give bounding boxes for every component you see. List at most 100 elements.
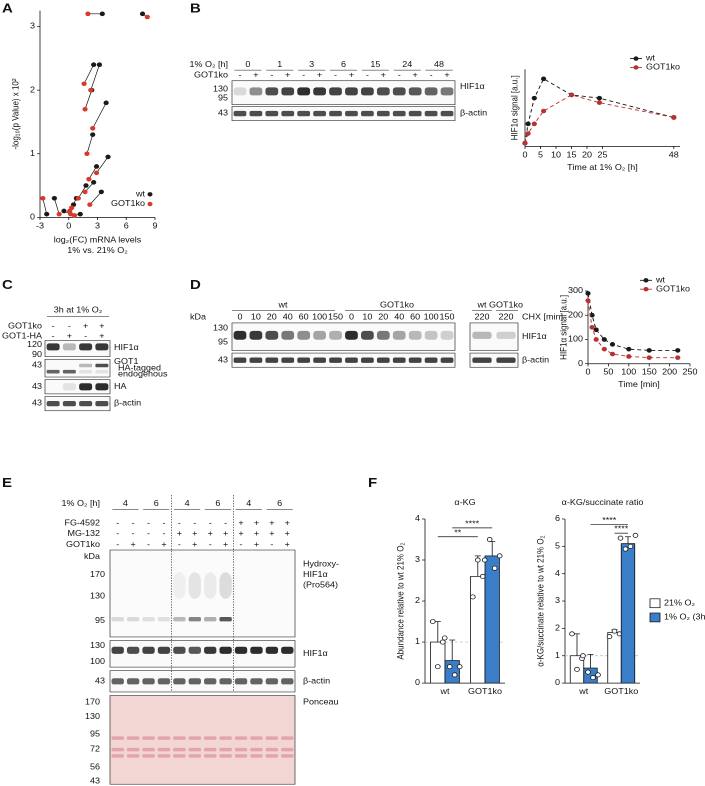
band — [111, 678, 124, 685]
data-point — [580, 653, 586, 659]
x-tick-label: 100 — [621, 367, 636, 376]
row-label: GOT1ko — [194, 70, 228, 79]
band — [408, 357, 422, 363]
point — [585, 298, 591, 303]
sign: - — [162, 529, 165, 538]
mw-label: 56 — [90, 762, 100, 771]
time-label: 6 — [154, 498, 159, 507]
mw-label: 90 — [32, 349, 42, 358]
group-label: GOT1ko — [380, 300, 414, 309]
significance-label: **** — [465, 519, 480, 528]
protein-label: HIF1α — [460, 82, 485, 91]
band — [219, 646, 232, 654]
band — [265, 357, 279, 363]
band — [440, 357, 454, 363]
mw-label: 72 — [90, 744, 100, 753]
time-label: 0 — [245, 59, 250, 68]
x-tick-label: 6 — [124, 221, 129, 230]
data-point — [595, 672, 601, 678]
time-label: 20 — [378, 312, 388, 321]
band — [265, 736, 279, 740]
point — [522, 140, 528, 146]
band — [281, 357, 295, 363]
data-point — [479, 573, 486, 579]
blot — [44, 379, 111, 395]
point — [85, 11, 91, 17]
band — [204, 747, 217, 752]
band — [361, 110, 374, 117]
sign: - — [178, 539, 181, 548]
data-point — [574, 666, 580, 672]
legend-marker — [633, 65, 639, 70]
sign: + — [413, 70, 418, 79]
band — [281, 747, 294, 752]
bar — [620, 543, 636, 684]
band — [408, 330, 422, 340]
band — [250, 736, 263, 740]
point — [139, 11, 146, 17]
data-point — [590, 675, 596, 681]
band — [329, 330, 342, 340]
band — [188, 572, 201, 599]
time-label: 6 — [341, 59, 346, 68]
band — [234, 678, 248, 685]
pair-line — [96, 156, 109, 173]
band — [46, 400, 60, 407]
point — [626, 354, 632, 359]
x-tick-label: 0 — [585, 367, 590, 376]
band — [188, 754, 201, 758]
x-tick-label: 5 — [538, 150, 543, 159]
band — [62, 383, 76, 391]
band — [233, 357, 247, 363]
series-line — [587, 293, 678, 351]
sign: - — [209, 518, 212, 527]
point — [82, 106, 88, 112]
mw-label: 95 — [90, 729, 100, 738]
chart-title: α-KG — [454, 498, 475, 507]
x-tick-label: 250 — [682, 367, 697, 376]
point — [93, 170, 100, 176]
point — [601, 346, 607, 352]
data-point — [491, 565, 498, 571]
row-label: GOT1ko — [8, 321, 42, 330]
data-point — [481, 557, 488, 563]
data-point — [429, 619, 436, 625]
band — [111, 747, 124, 752]
band — [79, 343, 93, 351]
band — [329, 110, 342, 117]
group-label: GOT1ko — [489, 300, 523, 309]
point — [609, 351, 616, 357]
x-tick-label: 0 — [66, 221, 71, 230]
mw-label: 43 — [32, 398, 42, 407]
legend-label: 21% O₂ — [664, 598, 695, 607]
sign: - — [147, 539, 150, 548]
band — [204, 678, 217, 685]
blot — [231, 80, 456, 105]
condition: 3h at 1% O₂ — [54, 305, 102, 314]
x-tick-label: GOT1ko — [604, 687, 638, 696]
time-label: 40 — [394, 312, 404, 321]
protein-label: HIF1α — [522, 332, 547, 341]
protein-label: Hydroxy- — [303, 559, 339, 568]
band — [424, 330, 438, 340]
band — [95, 343, 109, 351]
band — [250, 754, 263, 758]
mw-label: 43 — [218, 355, 228, 364]
pair-line — [92, 102, 107, 129]
data-point — [585, 669, 591, 675]
sign: + — [238, 529, 243, 538]
time-label: 150 — [328, 312, 343, 321]
point — [61, 208, 67, 214]
time-label: 15 — [370, 59, 380, 68]
sign: + — [223, 539, 228, 548]
band — [313, 357, 326, 363]
band — [361, 330, 374, 340]
bar — [470, 576, 486, 684]
legend-swatch — [649, 598, 661, 609]
protein-label: (Pro564) — [303, 580, 338, 589]
sign: - — [302, 70, 305, 79]
data-point — [486, 537, 493, 542]
sign: + — [285, 70, 290, 79]
band — [173, 736, 186, 740]
band — [173, 617, 186, 622]
